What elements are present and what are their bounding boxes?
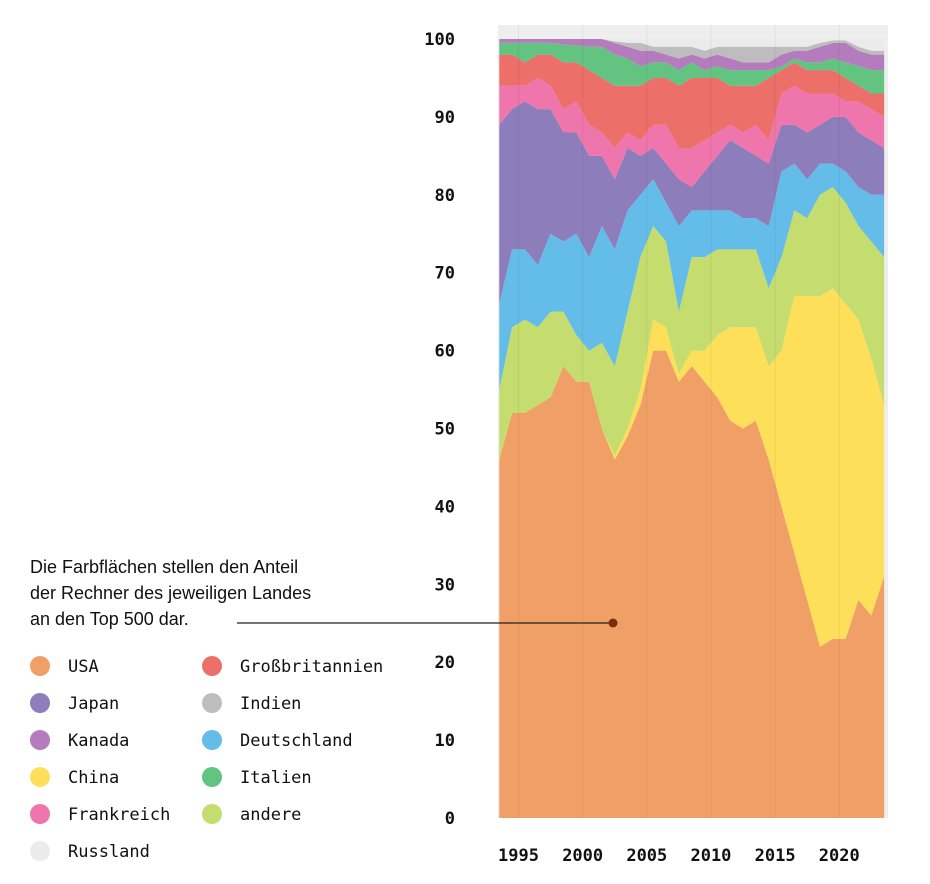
area	[499, 350, 885, 818]
legend-swatch	[202, 730, 222, 750]
y-tick-label: 100	[424, 30, 455, 50]
x-tick-label: 2015	[755, 846, 796, 866]
annotation-text: Die Farbflächen stellen den Anteil	[30, 557, 298, 577]
x-tick-label: 2010	[690, 846, 731, 866]
legend-label: Japan	[68, 694, 119, 714]
y-tick-label: 0	[445, 809, 455, 829]
legend-swatch	[202, 693, 222, 713]
area	[499, 39, 885, 51]
legend-swatch	[30, 693, 50, 713]
area	[499, 39, 885, 71]
x-tick-label: 1995	[498, 846, 539, 866]
area	[499, 54, 885, 149]
x-tick-label: 2005	[626, 846, 667, 866]
legend-label: Frankreich	[68, 805, 170, 825]
legend-label: Deutschland	[240, 731, 353, 751]
legend-swatch	[30, 730, 50, 750]
legend-swatch	[30, 804, 50, 824]
area	[499, 163, 885, 390]
annotation-text: an den Top 500 dar.	[30, 609, 189, 629]
legend-swatch	[202, 656, 222, 676]
y-tick-label: 10	[435, 731, 455, 751]
y-tick-label: 50	[435, 420, 455, 440]
legend-swatch	[30, 767, 50, 787]
y-tick-label: 80	[435, 186, 455, 206]
area	[499, 101, 885, 304]
area	[499, 288, 885, 647]
legend-swatch	[30, 841, 50, 861]
legend-swatch	[30, 656, 50, 676]
y-tick-label: 70	[435, 264, 455, 284]
legend-swatch	[202, 804, 222, 824]
legend-label: Russland	[68, 842, 150, 862]
area	[499, 39, 885, 63]
legend-label: Kanada	[68, 731, 129, 751]
y-tick-label: 30	[435, 575, 455, 595]
legend-swatch	[202, 767, 222, 787]
x-tick-label: 2020	[819, 846, 860, 866]
area	[499, 42, 885, 94]
area	[499, 77, 885, 188]
y-tick-label: 60	[435, 342, 455, 362]
y-tick-label: 20	[435, 653, 455, 673]
area	[499, 187, 885, 460]
x-tick-label: 2000	[562, 846, 603, 866]
legend-label: USA	[68, 657, 99, 677]
y-tick-label: 90	[435, 108, 455, 128]
y-tick-label: 40	[435, 497, 455, 517]
legend-label: Italien	[240, 768, 312, 788]
legend-label: andere	[240, 805, 301, 825]
legend-label: Großbritannien	[240, 657, 383, 677]
legend-label: Indien	[240, 694, 301, 714]
annotation-text: der Rechner des jeweiligen Landes	[30, 583, 311, 603]
annotation-dot	[608, 618, 618, 628]
legend-label: China	[68, 768, 119, 788]
